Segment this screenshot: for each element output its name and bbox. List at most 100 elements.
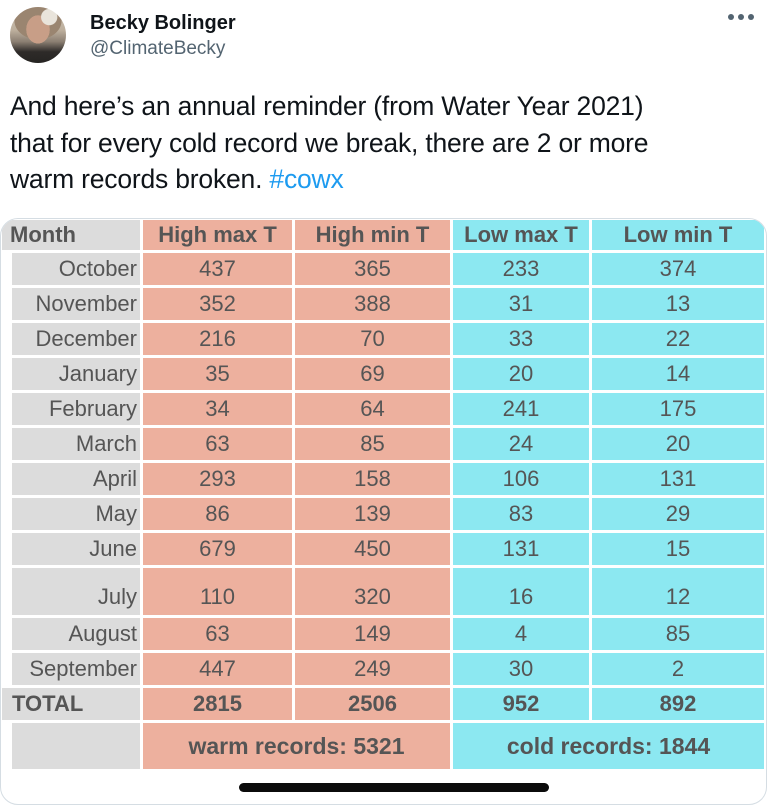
value-cell: 85 <box>295 428 450 460</box>
value-cell: 365 <box>295 253 450 285</box>
value-cell: 24 <box>453 428 589 460</box>
hashtag-link[interactable]: #cowx <box>269 164 344 194</box>
table-footer-row: warm records: 5321 cold records: 1844 <box>2 723 764 769</box>
table-row: June 679 450 131 15 <box>2 533 764 565</box>
value-cell: 131 <box>592 463 764 495</box>
value-cell: 12 <box>592 568 764 615</box>
table-row: March 63 85 24 20 <box>2 428 764 460</box>
col-header-month: Month <box>2 220 140 250</box>
value-cell: 30 <box>453 653 589 685</box>
user-handle[interactable]: @ClimateBecky <box>90 38 226 59</box>
value-cell: 4 <box>453 618 589 650</box>
value-cell: 320 <box>295 568 450 615</box>
value-cell: 233 <box>453 253 589 285</box>
month-cell: May <box>2 498 140 530</box>
month-cell: July <box>2 568 140 615</box>
value-cell: 2 <box>592 653 764 685</box>
value-cell: 293 <box>143 463 292 495</box>
warm-records-summary: warm records: 5321 <box>143 723 450 769</box>
table-row: September 447 249 30 2 <box>2 653 764 685</box>
value-cell: 22 <box>592 323 764 355</box>
home-indicator-bar <box>239 783 549 792</box>
table-row: December 216 70 33 22 <box>2 323 764 355</box>
footer-empty-cell <box>2 723 140 769</box>
total-value-cell: 2815 <box>143 688 292 720</box>
value-cell: 241 <box>453 393 589 425</box>
value-cell: 110 <box>143 568 292 615</box>
value-cell: 175 <box>592 393 764 425</box>
value-cell: 106 <box>453 463 589 495</box>
value-cell: 149 <box>295 618 450 650</box>
table-row: August 63 149 4 85 <box>2 618 764 650</box>
value-cell: 63 <box>143 618 292 650</box>
value-cell: 15 <box>592 533 764 565</box>
col-header-low-min: Low min T <box>592 220 764 250</box>
month-cell: September <box>2 653 140 685</box>
value-cell: 63 <box>143 428 292 460</box>
tweet-line-1: And here’s an annual reminder (from Wate… <box>10 91 644 121</box>
table-row: July 110 320 16 12 <box>2 568 764 615</box>
value-cell: 85 <box>592 618 764 650</box>
display-name[interactable]: Becky Bolinger <box>90 12 236 34</box>
value-cell: 20 <box>453 358 589 390</box>
month-cell: December <box>2 323 140 355</box>
value-cell: 388 <box>295 288 450 320</box>
value-cell: 64 <box>295 393 450 425</box>
month-cell: February <box>2 393 140 425</box>
avatar[interactable] <box>10 7 66 63</box>
tweet-media-image[interactable]: Month High max T High min T Low max T Lo… <box>0 218 767 805</box>
value-cell: 83 <box>453 498 589 530</box>
value-cell: 131 <box>453 533 589 565</box>
value-cell: 31 <box>453 288 589 320</box>
value-cell: 70 <box>295 323 450 355</box>
tweet-line-3-text: warm records broken. <box>10 164 270 194</box>
tweet-line-3: warm records broken. #cowx <box>10 161 760 198</box>
table-row: February 34 64 241 175 <box>2 393 764 425</box>
total-value-cell: 892 <box>592 688 764 720</box>
tweet-text: And here’s an annual reminder (from Wate… <box>10 88 760 198</box>
total-label-cell: TOTAL <box>2 688 140 720</box>
month-cell: June <box>2 533 140 565</box>
value-cell: 249 <box>295 653 450 685</box>
value-cell: 139 <box>295 498 450 530</box>
table-row: October 437 365 233 374 <box>2 253 764 285</box>
table-header-row: Month High max T High min T Low max T Lo… <box>2 220 764 250</box>
table-row: April 293 158 106 131 <box>2 463 764 495</box>
month-cell: October <box>2 253 140 285</box>
value-cell: 33 <box>453 323 589 355</box>
month-cell: March <box>2 428 140 460</box>
value-cell: 86 <box>143 498 292 530</box>
total-value-cell: 952 <box>453 688 589 720</box>
table-row: November 352 388 31 13 <box>2 288 764 320</box>
value-cell: 14 <box>592 358 764 390</box>
month-cell: November <box>2 288 140 320</box>
month-cell: August <box>2 618 140 650</box>
value-cell: 158 <box>295 463 450 495</box>
value-cell: 374 <box>592 253 764 285</box>
value-cell: 29 <box>592 498 764 530</box>
more-options-icon[interactable] <box>728 14 754 20</box>
table-row: January 35 69 20 14 <box>2 358 764 390</box>
total-value-cell: 2506 <box>295 688 450 720</box>
value-cell: 216 <box>143 323 292 355</box>
cold-records-summary: cold records: 1844 <box>453 723 764 769</box>
value-cell: 16 <box>453 568 589 615</box>
value-cell: 450 <box>295 533 450 565</box>
tweet-line-2: that for every cold record we break, the… <box>10 127 649 158</box>
col-header-high-max: High max T <box>143 220 292 250</box>
value-cell: 13 <box>592 288 764 320</box>
month-cell: January <box>2 358 140 390</box>
month-cell: April <box>2 463 140 495</box>
value-cell: 447 <box>143 653 292 685</box>
value-cell: 679 <box>143 533 292 565</box>
table-total-row: TOTAL 2815 2506 952 892 <box>2 688 764 720</box>
value-cell: 352 <box>143 288 292 320</box>
value-cell: 34 <box>143 393 292 425</box>
table-row: May 86 139 83 29 <box>2 498 764 530</box>
value-cell: 20 <box>592 428 764 460</box>
value-cell: 437 <box>143 253 292 285</box>
records-table: Month High max T High min T Low max T Lo… <box>1 219 766 772</box>
col-header-high-min: High min T <box>295 220 450 250</box>
value-cell: 69 <box>295 358 450 390</box>
value-cell: 35 <box>143 358 292 390</box>
